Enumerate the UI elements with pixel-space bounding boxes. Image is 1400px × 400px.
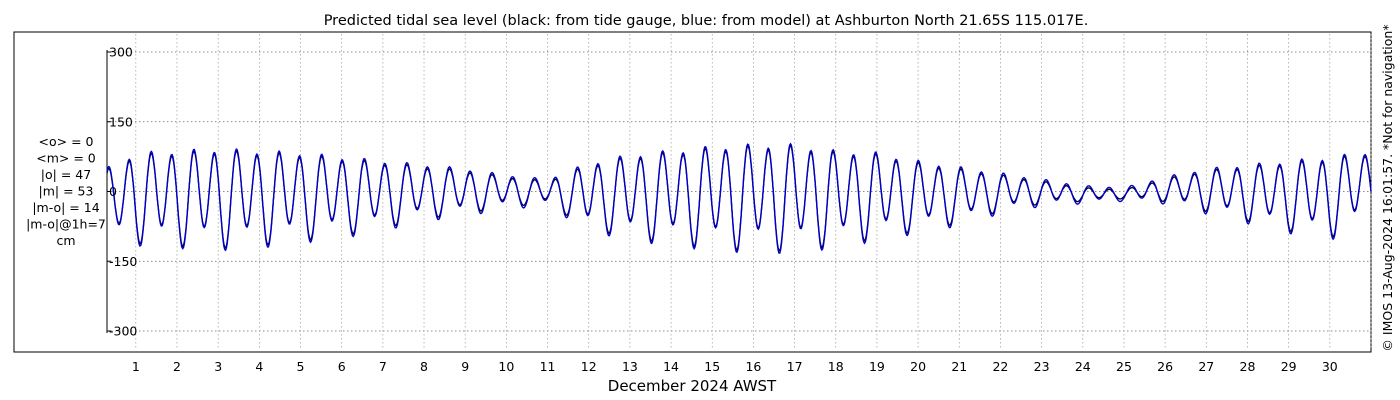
x-tick-label: 4 [255,359,263,374]
x-tick-label: 18 [828,359,844,374]
chart-title: Predicted tidal sea level (black: from t… [324,13,1089,29]
x-tick-label: 24 [1075,359,1091,374]
stats-line: |m-o|@1h=7 [26,217,106,232]
y-tick-label: -300 [109,324,137,339]
x-tick-label: 28 [1240,359,1256,374]
x-axis-label: December 2024 AWST [608,377,777,395]
x-ticks: 1 2 3 4 5 6 7 8 9 10 11 12 13 14 15 16 17 18 19 20 21 22 23 24 2… [132,359,1338,374]
y-tick-label: 150 [109,114,133,129]
x-tick-label: 23 [1034,359,1050,374]
x-tick-label: 12 [581,359,597,374]
x-tick-label: 13 [622,359,638,374]
plot-frame [13,31,1372,353]
stats-line: <m> = 0 [36,151,96,166]
stats-line: |m| = 53 [39,184,94,199]
x-tick-label: 19 [869,359,885,374]
stats-text: <o> = 0 <m> = 0 |o| = 47 |m| = 53 |m-o| = 14… [26,134,106,248]
series-group [106,142,1372,254]
stats-line: |m-o| = 14 [32,200,99,215]
x-tick-label: 11 [540,359,556,374]
stats-line: |o| = 47 [41,167,91,182]
x-tick-label: 15 [704,359,720,374]
x-tick-label: 5 [297,359,305,374]
x-tick-label: 14 [663,359,679,374]
stats-line: cm [56,233,75,248]
x-tick-label: 2 [173,359,181,374]
x-tick-label: 10 [498,359,514,374]
x-tick-label: 22 [992,359,1008,374]
credit-text: © IMOS 13-Aug-2024 16:01:57. *Not for na… [1380,24,1395,351]
x-tick-label: 20 [910,359,926,374]
x-tick-label: 27 [1198,359,1214,374]
x-tick-label: 16 [745,359,761,374]
y-tick-label: -150 [109,254,137,269]
x-tick-label: 7 [379,359,387,374]
x-tick-label: 26 [1157,359,1173,374]
x-tick-label: 8 [420,359,428,374]
x-tick-label: 1 [132,359,140,374]
y-tick-label: 300 [109,45,133,60]
stats-line: <o> = 0 [39,134,94,149]
x-tick-label: 17 [787,359,803,374]
x-tick-label: 25 [1116,359,1132,374]
grid [107,34,1372,350]
x-tick-label: 30 [1322,359,1338,374]
x-tick-label: 3 [214,359,222,374]
x-tick-label: 6 [338,359,346,374]
series-model-line [106,142,1372,254]
x-tick-label: 9 [461,359,469,374]
x-tick-label: 29 [1281,359,1297,374]
x-tick-label: 21 [951,359,967,374]
